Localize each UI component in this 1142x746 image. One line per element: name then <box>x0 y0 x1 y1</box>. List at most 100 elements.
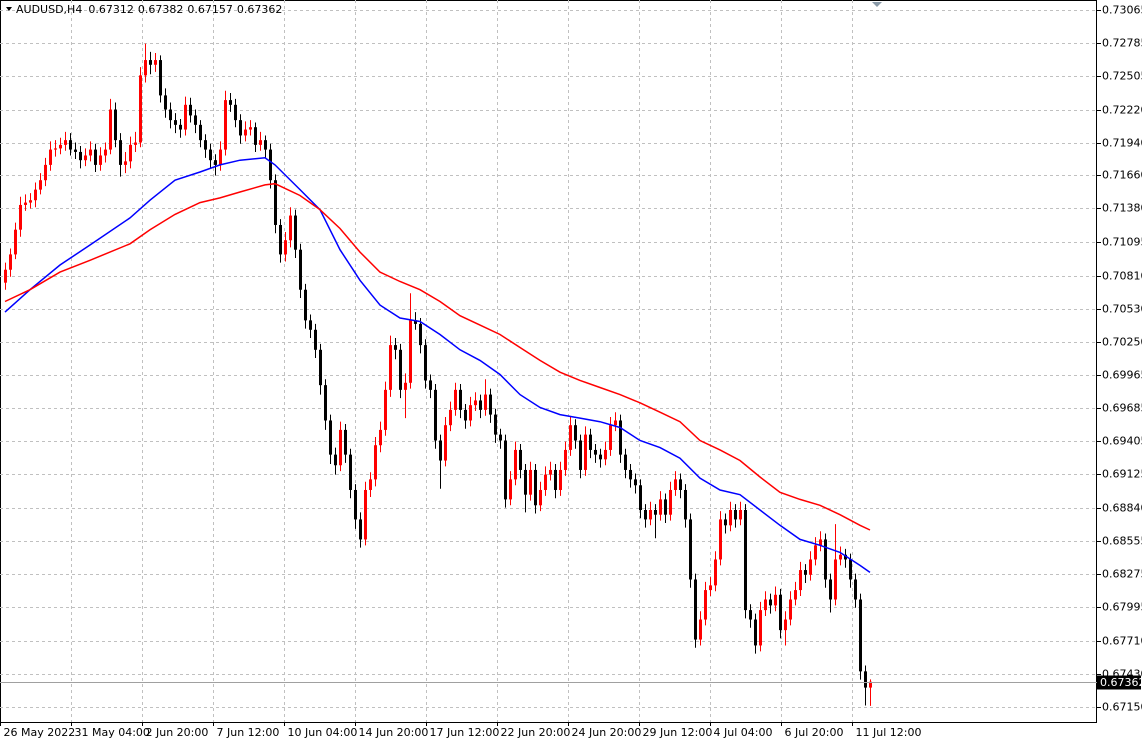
candle-body <box>489 395 492 415</box>
candle-body <box>749 610 752 619</box>
candle-body <box>604 450 607 459</box>
candle-body <box>264 140 267 149</box>
candle-body <box>859 600 862 672</box>
candle-body <box>419 324 422 345</box>
candle-body <box>4 270 7 283</box>
candle-body <box>479 400 482 409</box>
candle-body <box>794 590 797 599</box>
candle-body <box>534 470 537 505</box>
candle-body <box>14 230 17 255</box>
candle-body <box>664 499 667 514</box>
y-tick-label: 0.67995 <box>1102 601 1142 614</box>
candle-body <box>559 470 562 490</box>
candle-body <box>154 60 157 65</box>
candle-body <box>364 490 367 539</box>
candle-body <box>399 350 402 390</box>
candle-body <box>194 115 197 124</box>
candle-body <box>754 620 757 646</box>
candle-body <box>444 425 447 460</box>
x-tick-label: 10 Jun 04:00 <box>288 726 358 739</box>
candle-body <box>499 435 502 441</box>
candle-body <box>334 455 337 466</box>
candle-body <box>689 519 692 579</box>
candle-body <box>349 455 352 490</box>
candle-body <box>179 125 182 130</box>
x-tick-label: 2 Jun 20:00 <box>146 726 209 739</box>
candle-body <box>134 143 137 145</box>
candle-body <box>554 470 557 490</box>
price-label: 0.67362 <box>1100 676 1142 689</box>
candle-body <box>619 420 622 454</box>
candle-body <box>694 579 697 639</box>
candle-body <box>259 140 262 145</box>
candle-body <box>404 383 407 390</box>
candle-body <box>159 60 162 95</box>
candle-body <box>684 490 687 519</box>
candle-body <box>244 130 247 136</box>
x-tick-label: 29 Jun 12:00 <box>643 726 713 739</box>
candle-body <box>39 180 42 189</box>
candle-body <box>369 479 372 490</box>
x-tick-label: 22 Jun 20:00 <box>501 726 571 739</box>
candle-body <box>394 345 397 350</box>
candle-body <box>299 250 302 290</box>
x-tick-label: 7 Jun 12:00 <box>217 726 280 739</box>
candle-body <box>784 620 787 631</box>
candle-body <box>649 510 652 519</box>
candle-body <box>674 479 677 490</box>
candle-body <box>409 320 412 382</box>
low-value: 0.67157 <box>187 3 233 16</box>
candle-body <box>829 579 832 599</box>
y-tick-label: 0.67150 <box>1102 701 1142 714</box>
candle-body <box>254 127 257 145</box>
candle-body <box>584 435 587 470</box>
candle-body <box>199 125 202 140</box>
candle-body <box>809 559 812 574</box>
candle-body <box>389 345 392 390</box>
y-tick-label: 0.69405 <box>1102 435 1142 448</box>
candle-body <box>34 190 37 201</box>
candle-body <box>114 110 117 141</box>
y-tick-label: 0.69125 <box>1102 468 1142 481</box>
candle-body <box>54 148 57 149</box>
candle-body <box>44 165 47 180</box>
candle-body <box>164 95 167 109</box>
candle-body <box>709 585 712 590</box>
candle-body <box>714 559 717 585</box>
candle-body <box>599 455 602 460</box>
candle-body <box>79 152 82 160</box>
candle-body <box>219 150 222 165</box>
candle-body <box>319 350 322 385</box>
candle-body <box>24 203 27 205</box>
candle-body <box>239 120 242 135</box>
candle-body <box>99 155 102 164</box>
candle-body <box>379 430 382 445</box>
candle-body <box>724 519 727 525</box>
candle-body <box>249 127 252 129</box>
candle-body <box>289 216 292 241</box>
candle-body <box>704 590 707 619</box>
candle-body <box>109 110 112 150</box>
candle-body <box>9 254 12 269</box>
candle-body <box>354 490 357 519</box>
candle-body <box>344 430 347 455</box>
candle-body <box>509 479 512 499</box>
candle-body <box>629 470 632 479</box>
candle-body <box>139 75 142 142</box>
candle-body <box>799 570 802 590</box>
candle-body <box>494 415 497 435</box>
x-tick-label: 11 Jul 12:00 <box>856 726 922 739</box>
x-tick-label: 31 May 04:00 <box>75 726 150 739</box>
candle-body <box>214 160 217 165</box>
candle-body <box>294 216 297 250</box>
candle-body <box>224 100 227 149</box>
candle-body <box>574 425 577 440</box>
candle-body <box>639 485 642 510</box>
candle-body <box>169 110 172 121</box>
candle-body <box>699 620 702 640</box>
y-tick-label: 0.71095 <box>1102 236 1142 249</box>
candle-body <box>719 519 722 559</box>
candle-body <box>759 610 762 645</box>
